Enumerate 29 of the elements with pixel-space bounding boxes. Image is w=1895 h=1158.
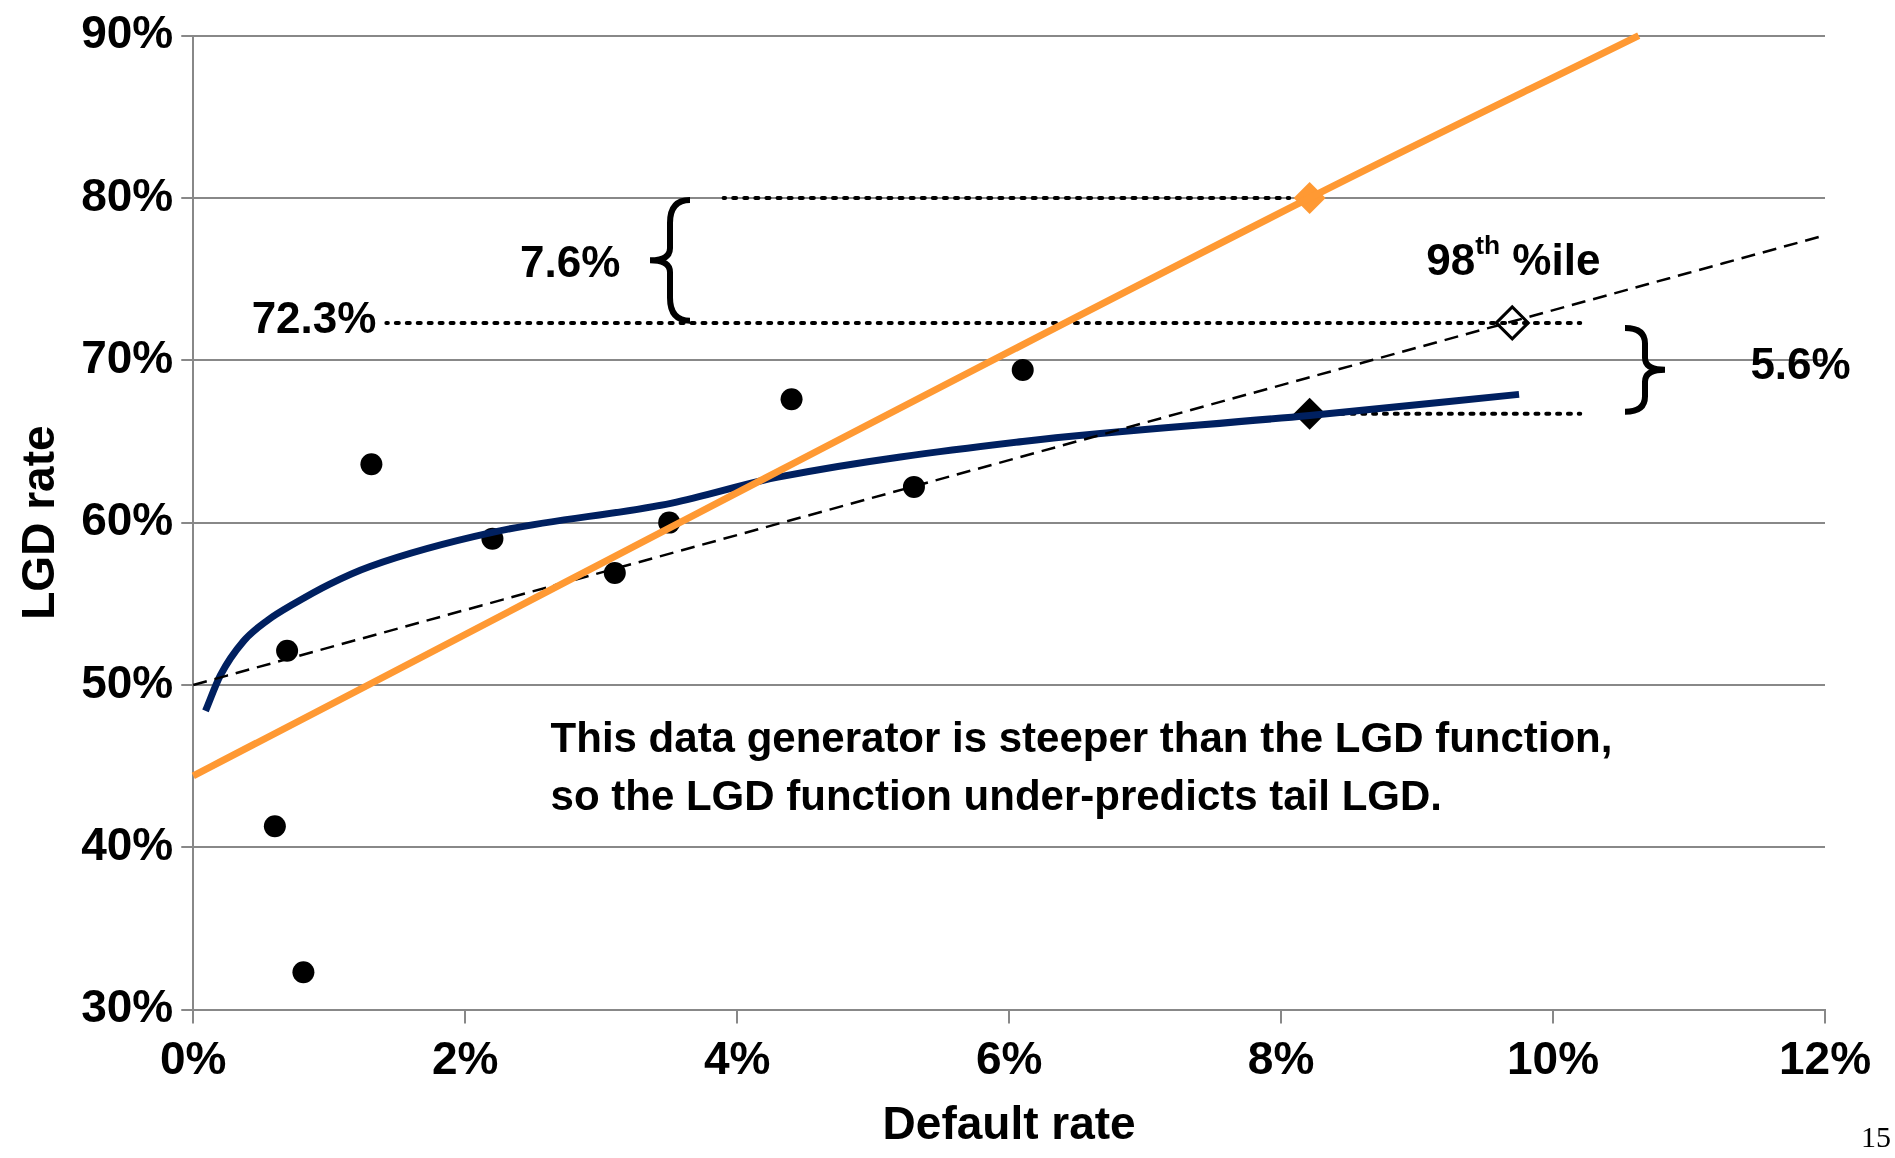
text: 15: [1861, 1119, 1891, 1153]
point: [263, 815, 286, 838]
x-tick-label: 2%: [431, 1031, 499, 1084]
x-tick-label: 10%: [1507, 1031, 1600, 1084]
annotation: This data generator is steeper than the LGD function, so the LGD function under-predicts tail LGD.: [550, 714, 1613, 820]
y-tick-label: 60%: [81, 493, 174, 546]
y-tick-label: 80%: [81, 168, 174, 221]
y-tick-label: 90%: [81, 6, 174, 59]
annotation: 5.6%: [1750, 338, 1851, 388]
y-tick-label: 30%: [81, 980, 174, 1033]
x-tick-label: 8%: [1247, 1031, 1315, 1084]
y-tick-label: 70%: [81, 330, 174, 383]
x-tick-label: 12%: [1778, 1031, 1872, 1084]
y-axis-title: LGD rate: [12, 425, 65, 620]
annotation: 7.6%: [520, 236, 621, 286]
point: [902, 475, 925, 498]
x-tick-label: 6%: [975, 1031, 1043, 1084]
x-axis-title: Default rate: [882, 1097, 1136, 1150]
point: [276, 639, 299, 662]
y-tick-label: 50%: [81, 655, 174, 708]
annotation: 72.3%: [251, 293, 377, 343]
y-tick-label: 40%: [81, 817, 174, 870]
point: [780, 388, 803, 411]
x-tick-label: 0%: [160, 1031, 227, 1084]
point: [292, 961, 315, 984]
point: [360, 453, 383, 476]
x-tick-label: 4%: [703, 1031, 771, 1084]
point: [603, 561, 626, 584]
point: [1011, 359, 1034, 382]
